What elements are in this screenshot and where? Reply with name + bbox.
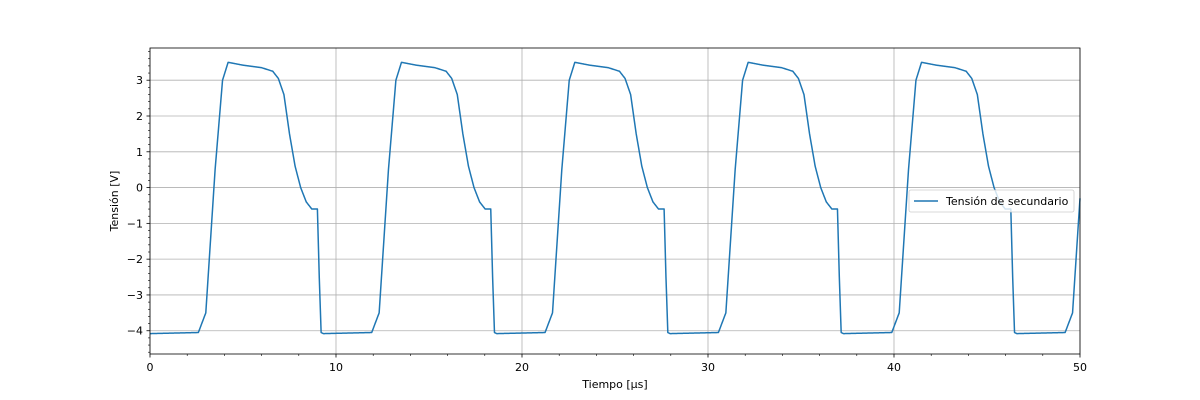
x-tick-label: 20 bbox=[515, 361, 529, 374]
series-group bbox=[149, 61, 1081, 335]
y-tick-label: 1 bbox=[136, 146, 143, 159]
y-axis-label: Tensión [V] bbox=[108, 171, 121, 233]
x-tick-label: 40 bbox=[887, 361, 901, 374]
y-tick-label: 0 bbox=[136, 182, 143, 195]
x-tick-label: 50 bbox=[1073, 361, 1087, 374]
x-tick-label: 10 bbox=[329, 361, 343, 374]
y-tick-label: −4 bbox=[127, 325, 143, 338]
series-line-tension-de-secundario bbox=[149, 61, 1081, 335]
y-tick-label: 2 bbox=[136, 110, 143, 123]
x-tick-label: 30 bbox=[701, 361, 715, 374]
y-tick-label: −1 bbox=[127, 217, 143, 230]
x-tick-labels: 0 10 20 30 40 50 bbox=[147, 361, 1088, 374]
y-tick-labels: −4 −3 −2 −1 0 1 2 3 bbox=[127, 74, 143, 338]
major-ticks bbox=[146, 79, 1081, 358]
grid-lines bbox=[149, 48, 1081, 354]
y-tick-label: −2 bbox=[127, 253, 143, 266]
x-tick-label: 0 bbox=[147, 361, 154, 374]
plot-frame bbox=[149, 47, 1081, 355]
y-tick-label: 3 bbox=[136, 74, 143, 87]
y-tick-label: −3 bbox=[127, 289, 143, 302]
x-axis-label: Tiempo [μs] bbox=[581, 378, 647, 391]
legend-box bbox=[908, 189, 1075, 213]
legend: Tensión de secundario bbox=[908, 189, 1075, 213]
legend-label: Tensión de secundario bbox=[945, 195, 1069, 208]
